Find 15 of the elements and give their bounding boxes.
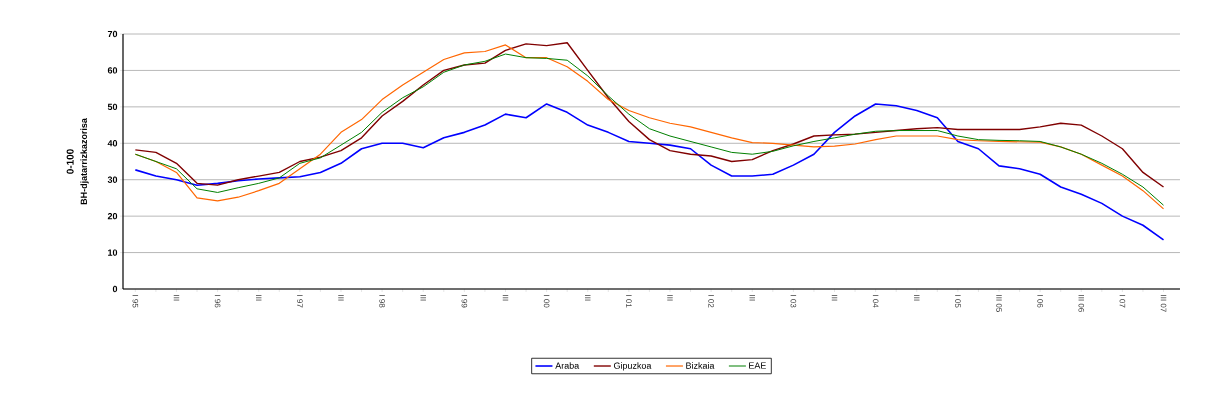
legend-label: Araba — [555, 362, 580, 369]
legend-label: EAE — [749, 362, 766, 369]
y-tick-label: 10 — [108, 249, 118, 256]
y-tick-label: 70 — [107, 30, 118, 38]
y-tick-label: 60 — [107, 67, 118, 74]
y-tick-label: 0 — [112, 285, 118, 293]
text: 0-100 — [66, 149, 74, 174]
y-axis-title: BH-djatarrizkazorisa — [80, 118, 89, 205]
line-series — [134, 103, 1165, 241]
y-tick-label: 20 — [107, 212, 118, 220]
y-tick-label: 50 — [107, 103, 118, 111]
legend-label: Gipuzkoa — [613, 362, 652, 371]
legend-label: Bizkaia — [686, 362, 715, 369]
y-tick-label: 40 — [107, 140, 118, 147]
y-tick-label: 30 — [107, 176, 118, 183]
